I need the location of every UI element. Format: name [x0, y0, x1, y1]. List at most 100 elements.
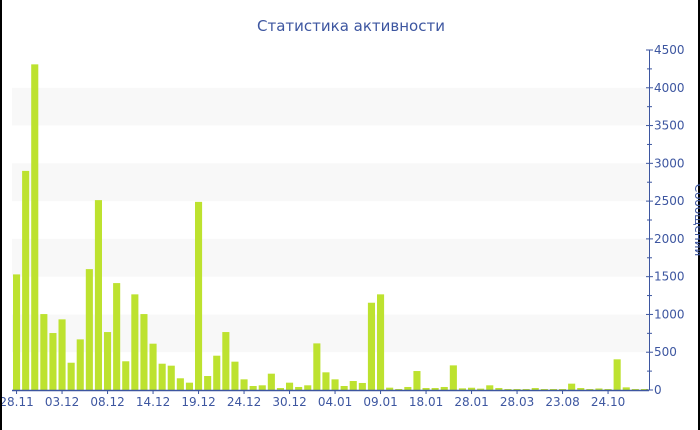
bar [468, 387, 476, 390]
bar [358, 382, 366, 390]
bar [185, 382, 193, 390]
bar [176, 378, 184, 390]
y-tick-label: 4500 [654, 43, 685, 57]
bar [249, 385, 257, 390]
bar [140, 314, 148, 390]
bar [331, 379, 339, 390]
bar [377, 294, 385, 390]
bar [113, 283, 121, 390]
bar [449, 365, 457, 390]
bar [158, 363, 166, 390]
bar [67, 362, 75, 390]
bar [31, 64, 39, 390]
bar [604, 389, 612, 390]
y-tick-label: 3500 [654, 119, 685, 133]
bar [613, 359, 621, 390]
bar [495, 388, 503, 390]
bar [131, 294, 139, 390]
x-tick-label: 09.01 [363, 395, 397, 409]
grid-band [12, 163, 649, 202]
bar [195, 201, 203, 390]
x-tick-label: 23.08 [545, 395, 579, 409]
bar [49, 333, 57, 390]
x-tick-label: 24.10 [591, 395, 625, 409]
bar [149, 343, 157, 390]
x-tick-label: 04.01 [318, 395, 352, 409]
bar [577, 388, 585, 390]
bar [340, 385, 348, 390]
bar [85, 269, 93, 390]
x-tick-label: 14.12 [136, 395, 170, 409]
bar [622, 387, 630, 390]
y-tick-label: 3000 [654, 156, 685, 170]
x-tick-label: 28.11 [2, 395, 34, 409]
bar [477, 388, 485, 390]
bar [367, 302, 375, 390]
bar [386, 387, 394, 390]
bar [40, 314, 48, 390]
x-tick-label: 18.01 [409, 395, 443, 409]
x-tick-label: 19.12 [181, 395, 215, 409]
bar [94, 200, 102, 390]
bar [22, 170, 30, 390]
x-tick-label: 28.01 [454, 395, 488, 409]
bar [204, 376, 212, 390]
grid-band [12, 87, 649, 126]
y-tick-label: 1000 [654, 307, 685, 321]
bar [404, 386, 412, 390]
bar [431, 388, 439, 390]
bar [522, 389, 530, 390]
bar [258, 385, 266, 390]
bar [304, 385, 312, 390]
bar [322, 372, 330, 390]
x-tick-label: 28.03 [500, 395, 534, 409]
bar [504, 389, 512, 390]
chart-title: Статистика активности [257, 17, 445, 35]
x-tick-label: 08.12 [90, 395, 124, 409]
bar [286, 382, 294, 390]
x-tick-label: 24.12 [227, 395, 261, 409]
bar [486, 385, 494, 390]
y-tick-label: 2000 [654, 232, 685, 246]
bar [513, 389, 521, 390]
bar [213, 355, 221, 390]
bar [640, 389, 648, 390]
bar [540, 389, 548, 390]
bar [595, 388, 603, 390]
bar [568, 383, 576, 390]
bar [413, 371, 421, 390]
bar [395, 389, 403, 390]
y-tick-label: 500 [654, 345, 677, 359]
grid-band [12, 238, 649, 277]
bar [276, 388, 284, 390]
y-tick-label: 4000 [654, 81, 685, 95]
bar [295, 386, 303, 390]
bar [422, 388, 430, 390]
bar [586, 389, 594, 390]
y-tick-label: 2500 [654, 194, 685, 208]
bar [13, 274, 21, 390]
bar [58, 319, 66, 390]
bar [313, 343, 321, 390]
bar [104, 332, 112, 390]
x-tick-label: 03.12 [45, 395, 79, 409]
bar [458, 388, 466, 390]
y-tick-label: 1500 [654, 270, 685, 284]
y-axis-label: Сообщений [692, 184, 700, 257]
x-tick-label: 30.12 [272, 395, 306, 409]
bar [440, 386, 448, 390]
bar [531, 388, 539, 390]
bar [549, 389, 557, 390]
bar [122, 361, 130, 390]
bar [267, 373, 275, 390]
bar [631, 389, 639, 390]
bar [349, 381, 357, 390]
bar [76, 339, 84, 390]
bar [240, 379, 248, 390]
bar [559, 389, 567, 390]
bar [167, 365, 175, 390]
bar [231, 361, 239, 390]
bar [222, 332, 230, 390]
